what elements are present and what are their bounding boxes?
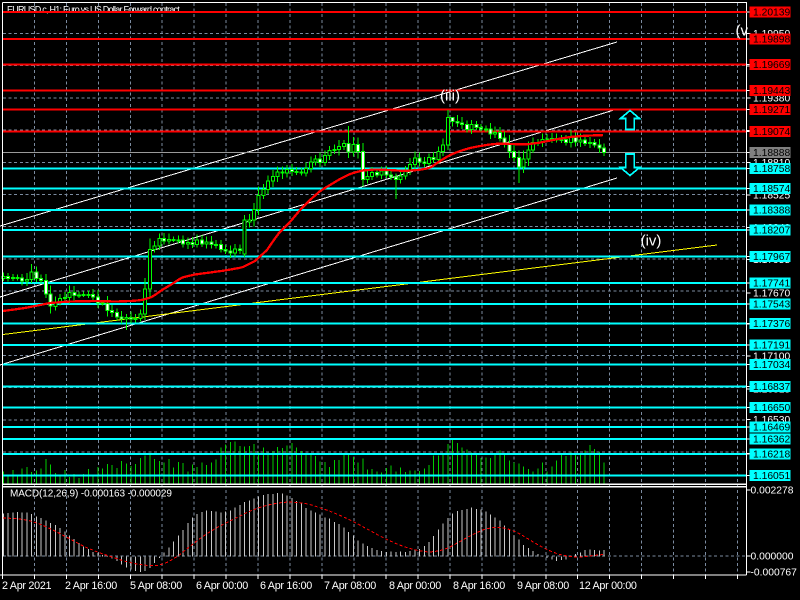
svg-text:1.17741: 1.17741: [753, 279, 790, 290]
svg-text:12 Apr 00:00: 12 Apr 00:00: [579, 580, 637, 592]
svg-text:1.17967: 1.17967: [753, 252, 790, 263]
svg-text:1.18525: 1.18525: [753, 191, 790, 202]
svg-text:2 Apr 2021: 2 Apr 2021: [2, 580, 52, 592]
svg-text:1.17191: 1.17191: [753, 341, 790, 352]
svg-text:EURUSD.c, H1: Euro vs US Doll: EURUSD.c, H1: Euro vs US Dollar Forward …: [7, 5, 180, 15]
svg-text:1.16530: 1.16530: [753, 415, 790, 426]
svg-text:1.17100: 1.17100: [753, 352, 790, 363]
svg-text:1.19074: 1.19074: [753, 127, 790, 138]
svg-text:5 Apr 08:00: 5 Apr 08:00: [130, 580, 182, 592]
svg-text:1.18758: 1.18758: [753, 164, 790, 175]
svg-text:MACD(12,26,9) -0.000163 -0.000: MACD(12,26,9) -0.000163 -0.000029: [10, 489, 172, 500]
svg-text:8 Apr 00:00: 8 Apr 00:00: [389, 580, 441, 592]
svg-text:1.19898: 1.19898: [753, 35, 790, 46]
svg-text:1.19669: 1.19669: [753, 60, 790, 71]
svg-text:(v: (v: [736, 23, 749, 40]
svg-text:8 Apr 16:00: 8 Apr 16:00: [453, 580, 505, 592]
svg-text:1.17376: 1.17376: [753, 319, 790, 330]
svg-text:1.18574: 1.18574: [753, 184, 790, 195]
svg-text:1.20139: 1.20139: [753, 8, 790, 19]
svg-text:1.17670: 1.17670: [753, 289, 790, 300]
svg-text:6 Apr 00:00: 6 Apr 00:00: [196, 580, 248, 592]
svg-text:1.16469: 1.16469: [753, 423, 790, 434]
svg-text:9 Apr 08:00: 9 Apr 08:00: [517, 580, 569, 592]
svg-text:1.17543: 1.17543: [753, 300, 790, 311]
svg-text:(iv): (iv): [641, 233, 662, 250]
svg-text:6 Apr 16:00: 6 Apr 16:00: [260, 580, 312, 592]
svg-text:1.18207: 1.18207: [753, 226, 790, 237]
svg-text:1.18388: 1.18388: [753, 206, 790, 217]
svg-text:1.17034: 1.17034: [753, 360, 790, 371]
svg-text:1.19443: 1.19443: [753, 86, 790, 97]
svg-text:1.16051: 1.16051: [753, 471, 790, 482]
svg-text:7 Apr 08:00: 7 Apr 08:00: [324, 580, 376, 592]
svg-text:2 Apr 16:00: 2 Apr 16:00: [65, 580, 117, 592]
svg-text:1.19271: 1.19271: [753, 105, 790, 116]
svg-text:1.18888: 1.18888: [753, 148, 790, 159]
svg-text:(iii): (iii): [440, 88, 460, 105]
svg-text:1.16837: 1.16837: [753, 382, 790, 393]
svg-text:1.16650: 1.16650: [753, 403, 790, 414]
svg-text:-0.000767: -0.000767: [751, 568, 798, 579]
svg-text:0.000000: 0.000000: [751, 552, 794, 563]
svg-text:1.19380: 1.19380: [753, 94, 790, 105]
svg-text:1.16218: 1.16218: [753, 450, 790, 461]
svg-text:1.16362: 1.16362: [753, 435, 790, 446]
svg-text:0.002278: 0.002278: [751, 486, 794, 497]
